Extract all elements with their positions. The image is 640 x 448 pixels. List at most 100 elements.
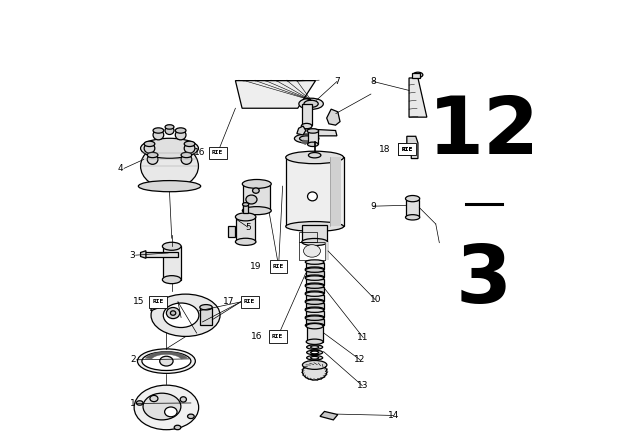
Bar — [243, 185, 270, 211]
Text: 3: 3 — [456, 242, 512, 320]
Ellipse shape — [184, 143, 195, 153]
Text: 12: 12 — [428, 93, 540, 171]
Ellipse shape — [305, 307, 324, 311]
Ellipse shape — [143, 393, 181, 420]
Ellipse shape — [141, 138, 198, 158]
Polygon shape — [236, 81, 316, 108]
Bar — [307, 326, 323, 342]
Text: 11: 11 — [357, 333, 369, 342]
Ellipse shape — [184, 141, 195, 146]
Ellipse shape — [153, 130, 164, 140]
Bar — [243, 205, 248, 213]
Ellipse shape — [305, 315, 324, 319]
Ellipse shape — [413, 72, 423, 78]
Text: 14: 14 — [388, 411, 399, 420]
Ellipse shape — [406, 215, 420, 220]
Ellipse shape — [150, 396, 158, 402]
Text: 18: 18 — [379, 145, 390, 154]
Ellipse shape — [285, 222, 344, 231]
Bar — [302, 104, 312, 125]
Ellipse shape — [310, 357, 319, 359]
Text: 5: 5 — [245, 223, 251, 232]
Ellipse shape — [243, 202, 249, 206]
Bar — [306, 271, 324, 277]
Ellipse shape — [246, 195, 257, 204]
Ellipse shape — [181, 155, 192, 164]
Bar — [302, 225, 327, 242]
Ellipse shape — [142, 352, 191, 370]
Ellipse shape — [305, 300, 324, 304]
Ellipse shape — [305, 268, 324, 272]
Ellipse shape — [303, 361, 327, 369]
Bar — [163, 246, 180, 280]
Text: RIE: RIE — [273, 264, 284, 269]
Ellipse shape — [181, 152, 192, 158]
Polygon shape — [145, 352, 188, 359]
Bar — [306, 302, 324, 309]
Polygon shape — [320, 411, 338, 420]
Ellipse shape — [303, 245, 321, 257]
Ellipse shape — [294, 134, 319, 143]
Bar — [200, 308, 212, 325]
Ellipse shape — [305, 267, 324, 271]
Bar — [308, 131, 318, 144]
Ellipse shape — [141, 144, 198, 188]
Ellipse shape — [170, 311, 176, 315]
Ellipse shape — [305, 308, 324, 312]
Text: 10: 10 — [369, 295, 381, 304]
Ellipse shape — [307, 356, 323, 360]
Bar — [306, 279, 324, 285]
Polygon shape — [297, 126, 306, 135]
Ellipse shape — [305, 291, 324, 296]
Bar — [306, 263, 324, 269]
Bar — [406, 199, 419, 217]
Bar — [149, 296, 167, 308]
Polygon shape — [141, 251, 146, 258]
Ellipse shape — [144, 141, 155, 146]
Ellipse shape — [301, 123, 312, 129]
Ellipse shape — [180, 397, 186, 402]
Ellipse shape — [308, 192, 317, 201]
Ellipse shape — [305, 316, 324, 320]
Text: 2: 2 — [130, 355, 136, 364]
Ellipse shape — [236, 213, 256, 221]
Ellipse shape — [300, 136, 314, 141]
Bar — [398, 143, 416, 155]
Ellipse shape — [138, 181, 201, 192]
Ellipse shape — [174, 425, 181, 430]
Text: 8: 8 — [371, 77, 376, 86]
Ellipse shape — [134, 385, 198, 430]
Bar — [269, 260, 287, 272]
Ellipse shape — [299, 98, 323, 109]
Text: 9: 9 — [371, 202, 376, 211]
Polygon shape — [151, 302, 161, 311]
Ellipse shape — [305, 323, 324, 327]
Polygon shape — [228, 226, 234, 237]
Polygon shape — [145, 252, 179, 258]
Bar — [299, 242, 325, 260]
Ellipse shape — [406, 195, 420, 202]
Ellipse shape — [305, 299, 324, 303]
Ellipse shape — [301, 238, 328, 246]
Bar — [306, 295, 324, 301]
Text: 3: 3 — [129, 251, 135, 260]
Ellipse shape — [163, 276, 181, 284]
Ellipse shape — [163, 242, 181, 250]
Ellipse shape — [163, 303, 199, 327]
Text: RIE: RIE — [244, 299, 255, 304]
Ellipse shape — [253, 188, 259, 193]
Bar — [306, 319, 324, 325]
Bar — [306, 310, 324, 317]
Ellipse shape — [188, 414, 194, 418]
Polygon shape — [301, 140, 308, 145]
Bar — [299, 232, 317, 242]
Ellipse shape — [136, 401, 143, 405]
Ellipse shape — [175, 128, 186, 133]
Text: 15: 15 — [132, 297, 144, 306]
Bar — [285, 157, 344, 226]
Ellipse shape — [307, 345, 323, 349]
Ellipse shape — [308, 152, 321, 158]
Bar — [412, 73, 420, 78]
Ellipse shape — [306, 339, 323, 345]
Ellipse shape — [306, 323, 323, 329]
